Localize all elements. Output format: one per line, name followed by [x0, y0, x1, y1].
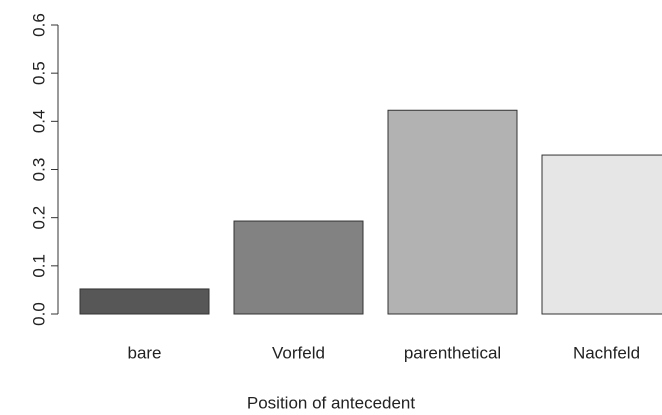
- y-tick-label: 0.3: [29, 158, 48, 182]
- bar: [233, 220, 364, 315]
- bar: [387, 109, 518, 315]
- y-tick-label: 0.6: [29, 13, 48, 37]
- bar: [79, 288, 210, 315]
- x-tick-label: parenthetical: [404, 343, 501, 362]
- y-tick-label: 0.1: [29, 254, 48, 278]
- y-tick-label: 0.2: [29, 206, 48, 230]
- y-tick-label: 0.4: [29, 110, 48, 134]
- x-axis-title: Position of antecedent: [247, 393, 416, 412]
- x-tick-label: Vorfeld: [272, 343, 325, 362]
- bar: [541, 154, 662, 315]
- y-tick-label: 0.0: [29, 302, 48, 326]
- y-tick-label: 0.5: [29, 61, 48, 85]
- x-tick-label: Nachfeld: [573, 343, 640, 362]
- x-tick-label: bare: [127, 343, 161, 362]
